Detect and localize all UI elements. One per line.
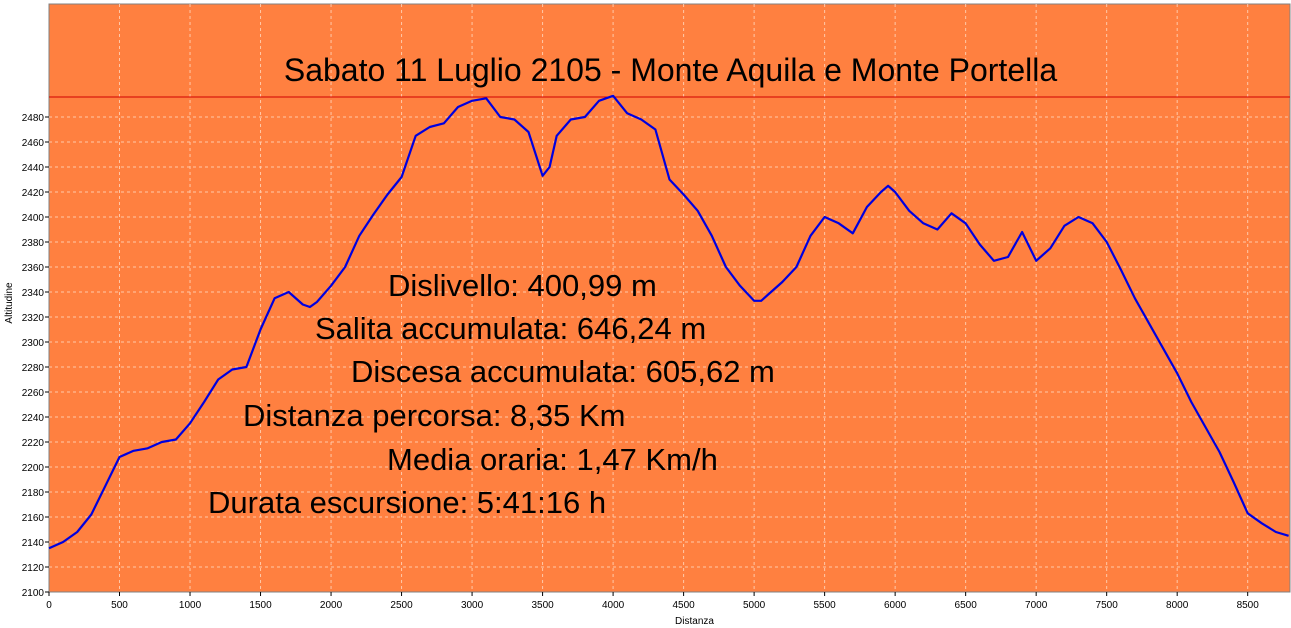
x-tick-label: 1000	[179, 600, 202, 611]
stat-media: Media oraria: 1,47 Km/h	[387, 442, 718, 477]
x-tick-label: 500	[111, 600, 128, 611]
x-tick-label: 5000	[743, 600, 766, 611]
x-axis-label: Distanza	[675, 616, 714, 627]
x-tick-label: 8000	[1166, 600, 1189, 611]
y-tick-label: 2160	[22, 513, 45, 524]
x-tick-label: 1500	[249, 600, 272, 611]
y-tick-label: 2320	[22, 313, 45, 324]
y-tick-label: 2240	[22, 413, 45, 424]
x-tick-label: 2000	[320, 600, 343, 611]
y-tick-label: 2100	[22, 588, 45, 599]
x-tick-label: 7000	[1025, 600, 1048, 611]
plot-area	[48, 3, 1291, 593]
y-tick-label: 2440	[22, 163, 45, 174]
y-tick-label: 2120	[22, 563, 45, 574]
y-tick-label: 2380	[22, 238, 45, 249]
y-tick-label: 2400	[22, 213, 45, 224]
elevation-line	[48, 94, 1289, 550]
y-tick-label: 2220	[22, 438, 45, 449]
y-tick-label: 2420	[22, 188, 45, 199]
y-tick-label: 2300	[22, 338, 45, 349]
stat-distanza: Distanza percorsa: 8,35 Km	[243, 398, 626, 433]
x-tick-label: 7500	[1096, 600, 1119, 611]
x-tick-label: 4000	[602, 600, 625, 611]
x-tick-label: 6000	[884, 600, 907, 611]
y-tick-label: 2340	[22, 288, 45, 299]
x-tick-label: 0	[46, 600, 52, 611]
y-tick-label: 2460	[22, 138, 45, 149]
y-tick-label: 2200	[22, 463, 45, 474]
x-tick-label: 4500	[672, 600, 695, 611]
y-tick-label: 2480	[22, 113, 45, 124]
stat-salita: Salita accumulata: 646,24 m	[315, 311, 707, 346]
chart-title: Sabato 11 Luglio 2105 - Monte Aquila e M…	[283, 52, 1058, 88]
y-tick-label: 2260	[22, 388, 45, 399]
x-tick-label: 8500	[1237, 600, 1260, 611]
y-tick-label: 2180	[22, 488, 45, 499]
x-tick-label: 3000	[461, 600, 484, 611]
x-tick-label: 6500	[955, 600, 978, 611]
y-tick-label: 2280	[22, 363, 45, 374]
stat-dislivello: Dislivello: 400,99 m	[388, 268, 657, 303]
stat-durata: Durata escursione: 5:41:16 h	[208, 485, 607, 520]
y-tick-label: 2360	[22, 263, 45, 274]
x-tick-label: 3500	[531, 600, 554, 611]
stat-discesa: Discesa accumulata: 605,62 m	[351, 354, 775, 389]
y-axis-label: Altitudine	[4, 282, 15, 324]
x-tick-label: 2500	[390, 600, 413, 611]
x-tick-label: 5500	[814, 600, 837, 611]
y-tick-label: 2140	[22, 538, 45, 549]
